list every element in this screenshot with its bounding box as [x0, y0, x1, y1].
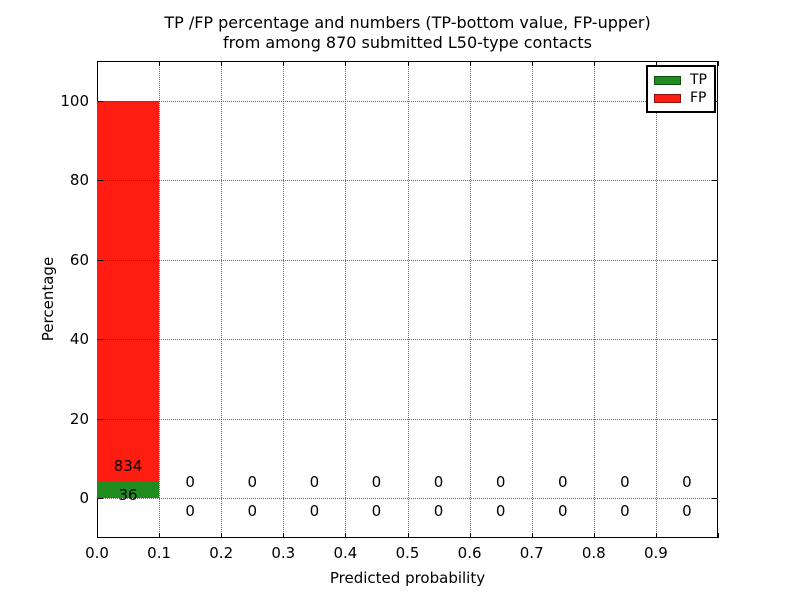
fp-count-label: 0	[247, 473, 258, 492]
gridline-vertical	[655, 61, 657, 538]
gridline-horizontal	[97, 498, 718, 500]
y-tick-mark-right	[712, 339, 717, 341]
gridline-vertical	[469, 61, 471, 538]
y-tick-mark-right	[712, 180, 717, 182]
legend-entry-fp: FP	[654, 91, 708, 105]
gridline-horizontal	[97, 259, 718, 261]
gridline-horizontal	[97, 339, 718, 341]
gridline-vertical	[531, 61, 533, 538]
chart-title-line1: TP /FP percentage and numbers (TP-bottom…	[164, 13, 651, 32]
x-tick-label: 0.5	[395, 544, 420, 562]
gridline-vertical	[593, 61, 595, 538]
x-tick-mark	[221, 533, 223, 538]
y-tick-mark	[98, 259, 103, 261]
y-tick-mark	[98, 180, 103, 182]
y-tick-label: 0	[79, 489, 89, 508]
x-tick-mark	[97, 533, 98, 538]
x-tick-mark	[469, 533, 471, 538]
x-tick-mark-top	[221, 61, 223, 66]
gridline-horizontal	[97, 100, 718, 102]
x-tick-mark	[718, 533, 719, 538]
y-tick-mark	[98, 498, 103, 500]
x-tick-mark-top	[531, 61, 533, 66]
fp-count-label: 0	[495, 473, 506, 492]
tp-count-label: 0	[247, 502, 258, 521]
x-tick-mark-top	[655, 61, 657, 66]
tp-color-swatch-icon	[654, 75, 681, 85]
x-tick-mark-top	[407, 61, 409, 66]
tp-count-label: 0	[557, 502, 568, 521]
chart-title-line2: from among 870 submitted L50-type contac…	[223, 33, 592, 52]
gridline-vertical	[159, 61, 161, 538]
gridline-vertical	[345, 61, 347, 538]
fp-count-label: 0	[620, 473, 630, 492]
y-tick-label: 20	[69, 409, 89, 428]
x-tick-label: 0.9	[643, 544, 668, 562]
x-tick-label: 0.1	[147, 544, 172, 562]
x-tick-mark	[593, 533, 595, 538]
x-tick-mark	[531, 533, 533, 538]
y-tick-mark-right	[712, 418, 717, 420]
fp-count-label: 0	[371, 473, 382, 492]
x-tick-label: 0.7	[519, 544, 544, 562]
tp-count-label: 0	[495, 502, 506, 521]
y-tick-mark	[98, 100, 103, 102]
x-tick-mark-top	[97, 61, 98, 66]
x-tick-label: 0.0	[85, 544, 109, 562]
tp-count-label: 0	[371, 502, 382, 521]
legend-label-fp: FP	[690, 90, 707, 106]
legend: TP FP	[646, 65, 716, 113]
bar-segment-tp	[97, 481, 160, 499]
x-tick-mark	[655, 533, 657, 538]
x-tick-mark-top	[593, 61, 595, 66]
fp-color-swatch-icon	[654, 93, 681, 103]
chart-title: TP /FP percentage and numbers (TP-bottom…	[97, 13, 718, 53]
gridline-horizontal	[97, 180, 718, 182]
x-axis-label: Predicted probability	[329, 569, 486, 587]
y-tick-mark-right	[712, 259, 717, 261]
x-tick-label: 0.8	[581, 544, 606, 562]
tp-count-label: 0	[185, 502, 195, 521]
x-tick-mark	[283, 533, 285, 538]
tp-count-label: 0	[433, 502, 444, 521]
tp-count-label: 36	[118, 485, 138, 504]
fp-count-label: 834	[113, 456, 143, 475]
fp-count-label: 0	[557, 473, 568, 492]
fp-count-label: 0	[185, 473, 195, 492]
x-tick-mark	[407, 533, 409, 538]
gridline-horizontal	[97, 418, 718, 420]
y-tick-mark-right	[712, 498, 717, 500]
legend-entry-tp: TP	[654, 73, 708, 87]
x-tick-label: 0.2	[209, 544, 234, 562]
x-tick-mark-top	[283, 61, 285, 66]
y-tick-label: 60	[69, 250, 89, 269]
y-tick-label: 100	[60, 91, 89, 110]
fp-count-label: 0	[309, 473, 320, 492]
x-tick-mark	[159, 533, 161, 538]
tp-count-label: 0	[620, 502, 630, 521]
tp-count-label: 0	[682, 502, 692, 521]
y-tick-label: 80	[69, 171, 89, 190]
x-tick-label: 0.6	[457, 544, 482, 562]
x-tick-mark-top	[469, 61, 471, 66]
gridline-vertical	[283, 61, 285, 538]
fp-count-label: 0	[433, 473, 444, 492]
x-tick-mark-top	[718, 61, 719, 66]
x-tick-label: 0.3	[271, 544, 296, 562]
x-tick-mark-top	[345, 61, 347, 66]
legend-label-tp: TP	[690, 72, 707, 88]
y-tick-label: 40	[69, 330, 89, 349]
y-tick-mark	[98, 418, 103, 420]
x-tick-mark-top	[159, 61, 161, 66]
x-tick-label: 0.4	[333, 544, 358, 562]
x-tick-mark	[345, 533, 347, 538]
gridline-vertical	[221, 61, 223, 538]
bar-segment-fp	[97, 100, 160, 482]
fp-count-label: 0	[682, 473, 692, 492]
tp-count-label: 0	[309, 502, 320, 521]
gridline-vertical	[407, 61, 409, 538]
y-tick-mark	[98, 339, 103, 341]
y-axis-label: Percentage	[39, 256, 57, 342]
